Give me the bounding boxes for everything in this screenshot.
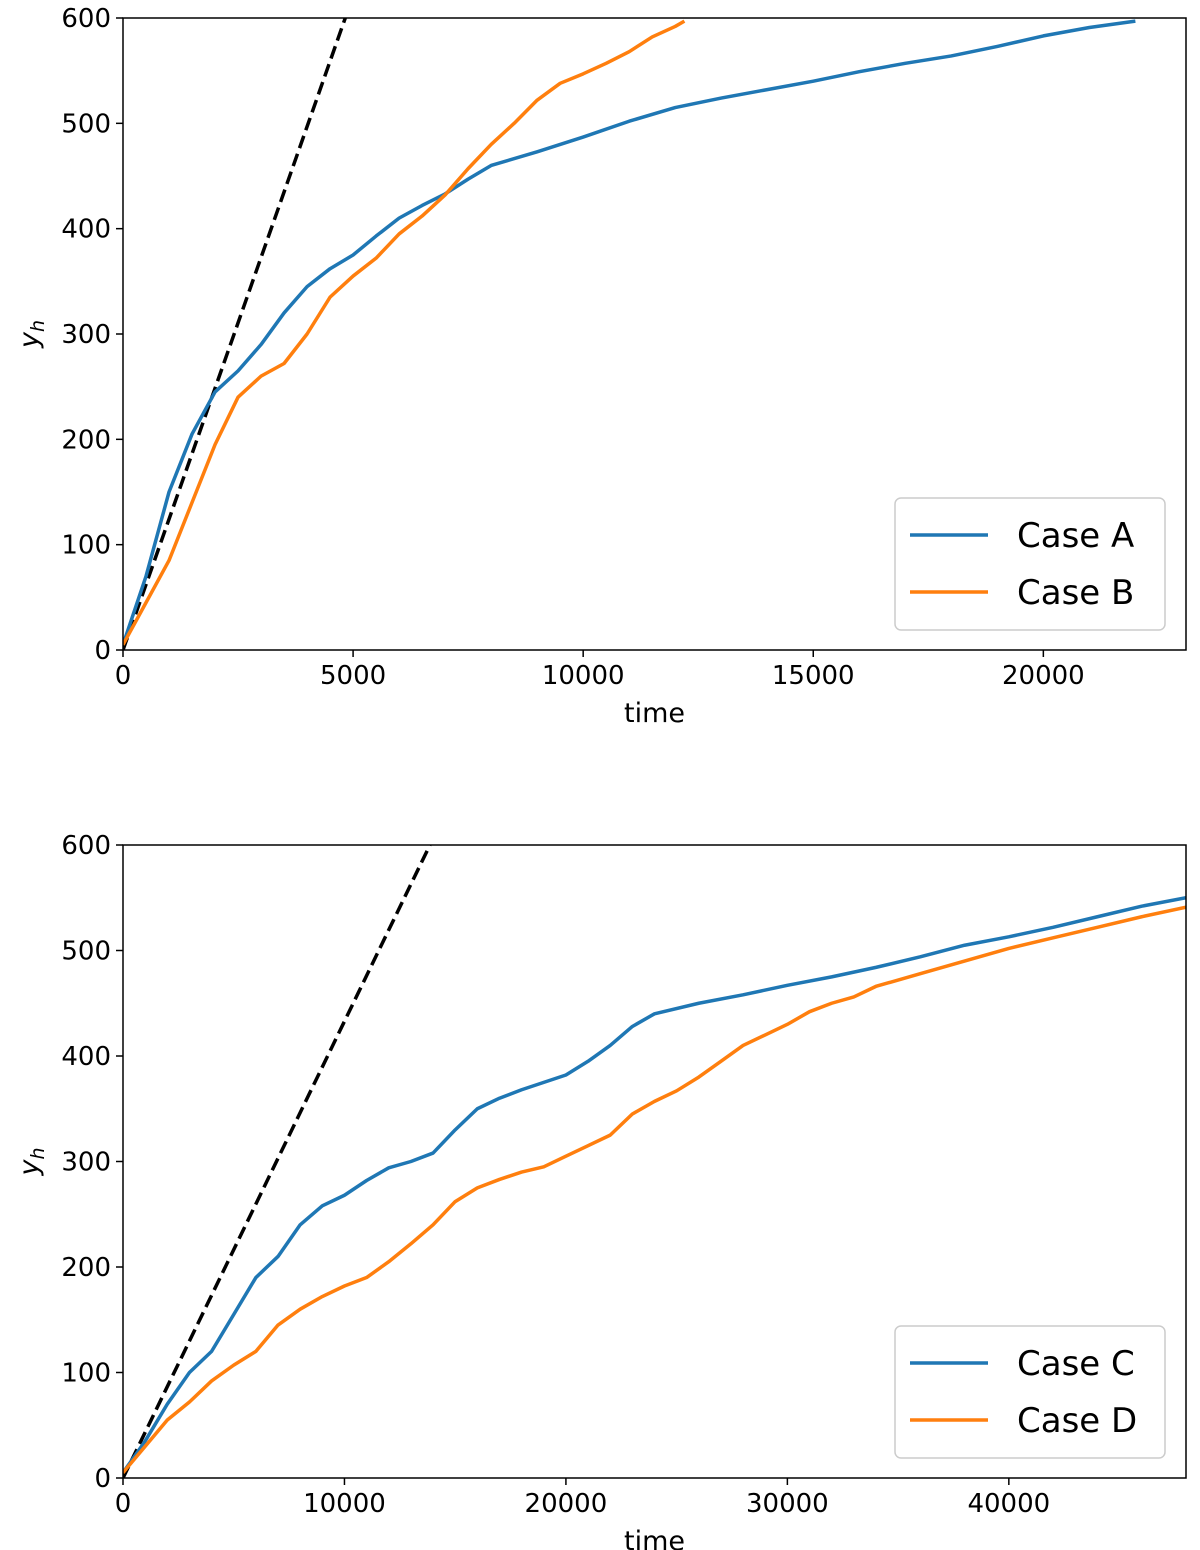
y-axis-label: yh [14,320,49,349]
y-axis-label: yh [14,1147,49,1176]
y-label-sub: h [27,1147,49,1159]
x-axis-label: time [624,1526,685,1550]
y-tick-label: 200 [61,1253,111,1283]
y-tick-label: 500 [61,937,111,967]
legend-box [894,1325,1166,1459]
series-line [123,896,1186,1474]
x-tick-label: 0 [115,1489,132,1519]
plot-frame [122,844,1187,1479]
x-tick-label: 20000 [525,1489,608,1519]
x-axis-label: time [624,698,685,729]
x-tick-label: 15000 [772,661,855,691]
y-tick-label: 100 [61,531,111,561]
y-tick-label: 100 [61,1359,111,1389]
reference-line [123,18,347,650]
y-tick-label: 500 [61,109,111,139]
y-tick-label: 300 [61,1148,111,1178]
plot-frame [122,17,1187,651]
x-tick-label: 5000 [320,661,386,691]
legend-box [894,497,1166,631]
y-tick-label: 400 [61,1042,111,1072]
legend: Case C Case D [894,1325,1166,1459]
x-tick-label: 0 [115,661,132,691]
legend-label: Case B [1017,573,1134,613]
y-label-main: y [14,331,45,349]
legend-label: Case D [1017,1401,1137,1441]
reference-line [123,845,432,1478]
y-label-sub: h [27,320,49,332]
x-tick-label: 30000 [746,1489,829,1519]
y-tick-label: 0 [94,636,111,666]
x-tick-label: 10000 [303,1489,386,1519]
chart: 0 10000 20000 30000 40000 0 100 200 300 400 500 600… [14,831,1187,1550]
x-tick-label: 40000 [967,1489,1050,1519]
legend-label: Case A [1017,516,1134,556]
legend-label: Case C [1017,1344,1135,1384]
y-tick-label: 0 [94,1464,111,1494]
y-tick-label: 600 [61,4,111,34]
chart: 0 5000 10000 15000 20000 0 100 200 300 400 500 600 t… [14,4,1187,729]
series-line [123,19,686,646]
y-label-main: y [14,1159,45,1177]
legend: Case A Case B [894,497,1166,631]
y-tick-label: 200 [61,425,111,455]
x-tick-label: 10000 [542,661,625,691]
y-tick-label: 600 [61,831,111,861]
series-line [123,19,1136,646]
x-tick-label: 20000 [1002,661,1085,691]
y-tick-label: 300 [61,320,111,350]
y-tick-label: 400 [61,215,111,245]
series-line [123,905,1186,1474]
